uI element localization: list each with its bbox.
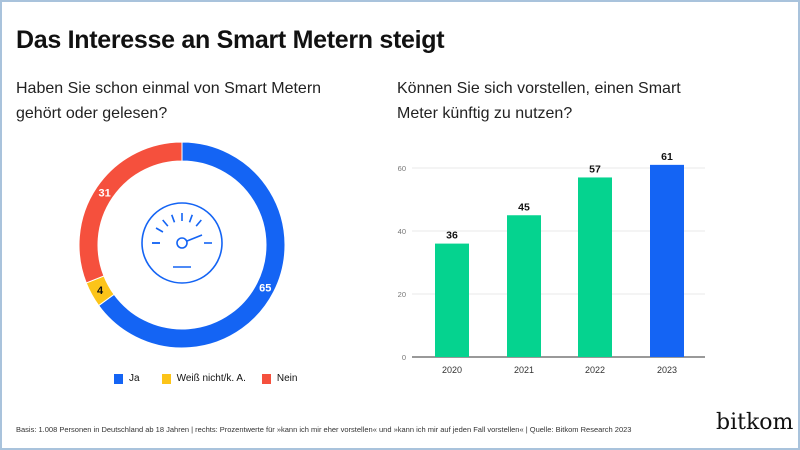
bar-2022 (578, 177, 612, 357)
gauge-tick (155, 227, 164, 233)
x-tick-label: 2020 (442, 365, 462, 375)
donut-label-0: 65 (259, 282, 271, 294)
donut-slice-0 (97, 141, 286, 349)
donut-label-1: 4 (97, 285, 104, 297)
donut-slice-2 (78, 141, 183, 284)
left-question: Haben Sie schon einmal von Smart Metern … (16, 80, 322, 122)
bar-2021 (507, 215, 541, 357)
gauge-tick (162, 219, 169, 227)
y-tick-label: 20 (398, 290, 406, 299)
x-tick-label: 2021 (514, 365, 534, 375)
right-question: Können Sie sich vorstellen, einen Smart … (397, 80, 681, 122)
legend-label-weiss-nicht: Weiß nicht/k. A. (176, 373, 246, 384)
legend-swatch-ja (114, 373, 123, 384)
gauge-tick (170, 214, 176, 223)
y-tick-label: 0 (402, 353, 406, 362)
legend-label-ja: Ja (129, 373, 140, 384)
gauge-hub (176, 237, 188, 249)
x-tick-label: 2022 (585, 365, 605, 375)
gauge-needle (186, 234, 203, 242)
gauge-outline (141, 202, 223, 284)
donut-label-2: 31 (99, 187, 111, 199)
bar-2020 (435, 243, 469, 357)
y-tick-label: 40 (398, 227, 406, 236)
bar-2023 (650, 164, 684, 357)
bar-value-label: 36 (446, 230, 458, 242)
bar-value-label: 45 (518, 201, 530, 213)
gauge-icon (141, 202, 223, 284)
legend-label-nein: Nein (276, 373, 298, 384)
bar-value-label: 61 (661, 151, 673, 163)
bitkom-logo: bitkom (716, 410, 794, 435)
gauge-tick (188, 214, 194, 223)
legend-swatch-nein (261, 373, 271, 384)
x-tick-label: 2023 (657, 365, 677, 375)
page-title: Das Interesse an Smart Metern steigt (16, 26, 445, 54)
donut-legend: Ja Weiß nicht/k. A. Nein (104, 373, 297, 384)
gauge-tick (195, 219, 202, 227)
footer-note: Basis: 1.008 Personen in Deutschland ab … (16, 425, 632, 434)
bar-value-label: 57 (589, 163, 601, 175)
y-tick-label: 60 (398, 164, 406, 173)
legend-swatch-weiss-nicht (161, 373, 171, 384)
